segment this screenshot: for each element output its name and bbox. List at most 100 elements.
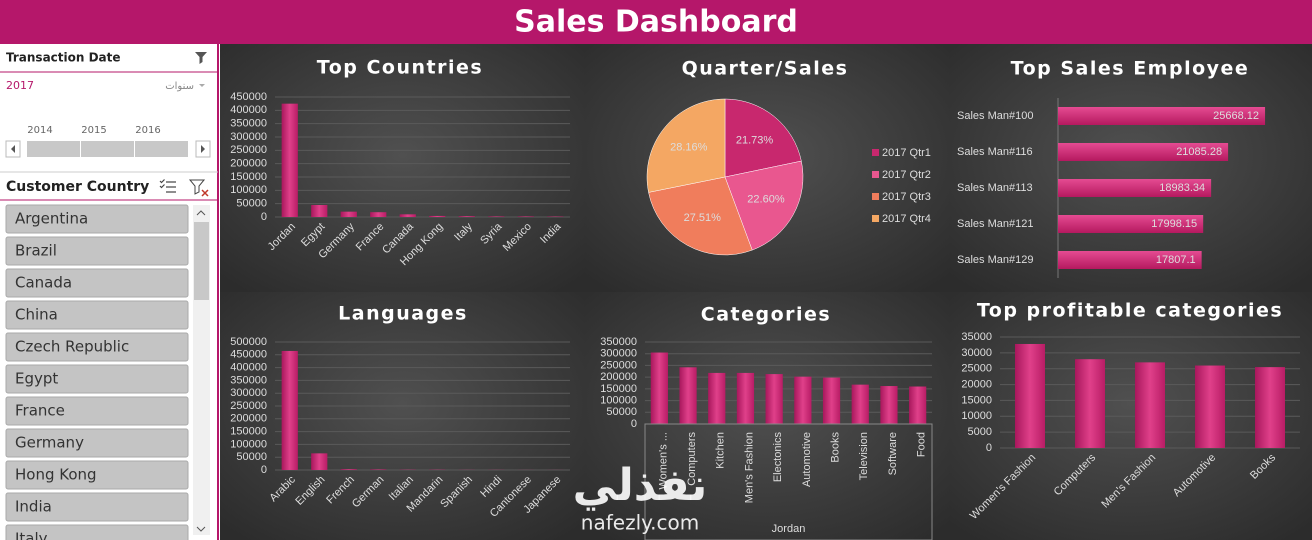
legend-swatch	[872, 193, 879, 200]
bar	[765, 374, 783, 424]
data-label: 25668.12	[1213, 110, 1259, 122]
bar	[1195, 365, 1225, 448]
x-tick-label: Men's Fashion	[743, 432, 755, 503]
bar	[281, 103, 298, 217]
legend-swatch	[872, 149, 879, 156]
country-button[interactable]	[5, 332, 189, 362]
bar	[370, 469, 387, 470]
bar	[851, 384, 869, 424]
bar	[679, 367, 697, 424]
country-label: Brazil	[15, 242, 57, 260]
timeline-year: 2014	[27, 125, 52, 136]
y-tick-label: Sales Man#100	[957, 110, 1033, 122]
bar	[281, 350, 298, 470]
y-tick-label: 50000	[236, 451, 267, 463]
x-tick-label: Books	[829, 432, 841, 463]
country-button[interactable]	[5, 492, 189, 522]
country-label: Hong Kong	[15, 466, 97, 484]
timeline-segment[interactable]	[135, 141, 188, 157]
y-tick-label: 150000	[600, 383, 637, 395]
bar	[370, 212, 387, 217]
country-button[interactable]	[5, 300, 189, 330]
time-level-dropdown[interactable]: سنوات	[165, 81, 194, 92]
pie-slice	[646, 98, 726, 193]
slicer-selection: 2017	[6, 79, 34, 92]
x-tick-label: Television	[858, 432, 870, 480]
bar	[1255, 367, 1285, 448]
bar	[1135, 362, 1165, 448]
country-button[interactable]	[5, 236, 189, 266]
slicer-title: Transaction Date	[6, 51, 121, 65]
y-tick-label: 400000	[230, 362, 267, 374]
bar	[399, 214, 416, 217]
x-tick-label: Computers	[686, 432, 698, 486]
chart-title: Quarter/Sales	[682, 58, 849, 80]
bar	[1058, 179, 1212, 197]
pie-slice	[724, 98, 802, 178]
y-tick-label: 100000	[230, 184, 267, 196]
x-tick-label: Kitchen	[715, 432, 727, 469]
y-tick-label: 300000	[600, 348, 637, 360]
y-tick-label: 35000	[961, 331, 992, 343]
country-button[interactable]	[5, 364, 189, 394]
bar	[1015, 343, 1045, 448]
country-label: Germany	[15, 434, 84, 452]
clear-filter-icon[interactable]	[188, 179, 206, 195]
y-tick-label: 50000	[606, 406, 637, 418]
timeline-segment[interactable]	[27, 141, 80, 157]
y-tick-label: Sales Man#121	[957, 218, 1033, 230]
legend-label: 2017 Qtr4	[882, 213, 931, 225]
y-tick-label: 0	[261, 211, 267, 223]
data-label: 27.51%	[684, 212, 722, 224]
country-label: Czech Republic	[15, 338, 129, 356]
country-button[interactable]	[5, 428, 189, 458]
chart-panel	[220, 292, 585, 540]
chart-title: Languages	[338, 303, 468, 325]
y-tick-label: 300000	[230, 387, 267, 399]
arrow-icon	[11, 145, 15, 153]
country-label: France	[15, 402, 65, 420]
bar	[708, 372, 726, 424]
y-tick-label: Sales Man#113	[957, 182, 1033, 194]
bar	[650, 352, 668, 424]
data-label: 22.60%	[747, 194, 785, 206]
scroll-down[interactable]	[196, 526, 206, 532]
bar	[1058, 215, 1204, 233]
country-label: Canada	[15, 274, 72, 292]
bar	[311, 205, 328, 217]
country-button[interactable]	[5, 524, 189, 540]
y-tick-label: 0	[261, 464, 267, 476]
country-label: China	[15, 306, 58, 324]
data-label: 17998.15	[1151, 218, 1197, 230]
country-button[interactable]	[5, 268, 189, 298]
scroll-thumb[interactable]	[194, 222, 209, 300]
x-tick-label: Electonics	[772, 432, 784, 483]
header-title: Sales Dashboard	[514, 5, 798, 40]
timeline-year: 2015	[81, 125, 106, 136]
bar	[340, 469, 357, 470]
country-button[interactable]	[5, 396, 189, 426]
dropdown-arrow[interactable]	[199, 84, 205, 87]
pie-slice	[724, 160, 804, 251]
country-button[interactable]	[5, 460, 189, 490]
country-button[interactable]	[5, 204, 189, 234]
y-tick-label: 200000	[230, 413, 267, 425]
y-tick-label: 25000	[961, 363, 992, 375]
clear-filter-icon[interactable]	[195, 52, 207, 64]
y-tick-label: 0	[631, 418, 637, 430]
data-label: 21.73%	[736, 135, 774, 147]
y-tick-label: 30000	[961, 347, 992, 359]
timeline-segment[interactable]	[81, 141, 134, 157]
y-tick-label: 250000	[230, 400, 267, 412]
legend-swatch	[872, 171, 879, 178]
scroll-up[interactable]	[196, 210, 206, 216]
bar	[736, 372, 755, 424]
multi-select-icon[interactable]	[159, 179, 176, 193]
x-tick-label: Automotive	[801, 432, 813, 487]
arrow-icon	[201, 145, 205, 153]
bar	[1058, 107, 1266, 125]
y-tick-label: 5000	[968, 426, 992, 438]
bar	[311, 453, 328, 470]
y-tick-label: 450000	[230, 349, 267, 361]
chart-title: Categories	[701, 304, 831, 326]
